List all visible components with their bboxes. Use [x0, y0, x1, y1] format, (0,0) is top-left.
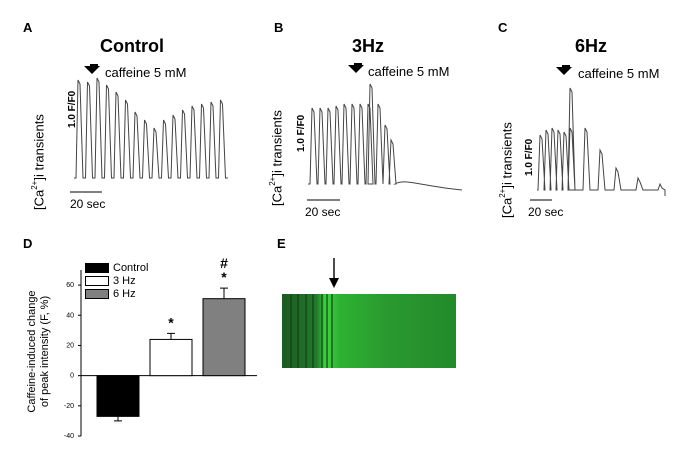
legend-label-3hz: 3 Hz — [113, 274, 136, 287]
caffeine-arrow-b — [348, 65, 364, 73]
panel-d-letter: D — [23, 236, 33, 251]
significance-marker: # — [220, 255, 228, 271]
y-tick-label: -20 — [64, 403, 74, 410]
legend-item-3hz: 3 Hz — [85, 274, 148, 287]
significance-marker: * — [221, 269, 227, 285]
significance-marker: * — [168, 314, 174, 330]
caffeine-arrow-c — [556, 67, 572, 75]
linescan-stripe — [326, 294, 328, 368]
caffeine-arrow-a — [84, 66, 100, 74]
y-tick-label: 40 — [66, 312, 74, 319]
bar-legend: Control 3 Hz 6 Hz — [85, 261, 148, 300]
panel-c-letter: C — [498, 20, 508, 35]
panel-b-time-scale-label: 20 sec — [305, 205, 341, 219]
legend-swatch-3hz — [85, 275, 109, 286]
y-tick-label: 60 — [66, 282, 74, 289]
trace-a — [74, 77, 228, 179]
linescan-stripe — [312, 294, 314, 368]
panel-c-title: 6Hz — [575, 36, 608, 56]
trace-c — [537, 87, 666, 196]
y-tick-label: -40 — [64, 433, 74, 440]
panel-a-title: Control — [100, 36, 164, 56]
panel-c-time-scale-label: 20 sec — [528, 205, 564, 219]
bar-control — [96, 375, 140, 417]
bar-6-hz — [202, 298, 246, 377]
linescan-stripe — [290, 294, 292, 368]
linescan-stripe — [297, 294, 299, 368]
legend-label-control: Control — [113, 261, 149, 274]
y-tick-label: 0 — [70, 373, 74, 380]
panel-c-stimulus-label: caffeine 5 mM — [578, 66, 660, 81]
panel-b-stimulus-label: caffeine 5 mM — [368, 64, 450, 79]
linescan-arrow-head — [329, 278, 339, 288]
panel-a-letter: A — [23, 20, 33, 35]
panel-a-time-scale-label: 20 sec — [70, 197, 106, 211]
linescan-stripe — [305, 294, 307, 368]
trace-b — [308, 83, 463, 191]
panel-a-stimulus-label: caffeine 5 mM — [105, 65, 187, 80]
y-tick-label: 20 — [66, 342, 74, 349]
legend-item-control: Control — [85, 261, 148, 274]
panel-b-letter: B — [274, 20, 284, 35]
linescan-stripe — [331, 294, 333, 368]
legend-swatch-control — [85, 262, 109, 273]
panel-e-linescan — [282, 258, 456, 368]
linescan-image — [282, 294, 456, 368]
legend-item-6hz: 6 Hz — [85, 287, 148, 300]
legend-label-6hz: 6 Hz — [113, 287, 136, 300]
panel-e-letter: E — [277, 236, 286, 251]
panel-b-title: 3Hz — [352, 36, 385, 56]
bar-3-hz — [149, 338, 193, 377]
legend-swatch-6hz — [85, 288, 109, 299]
linescan-stripe — [321, 294, 323, 368]
